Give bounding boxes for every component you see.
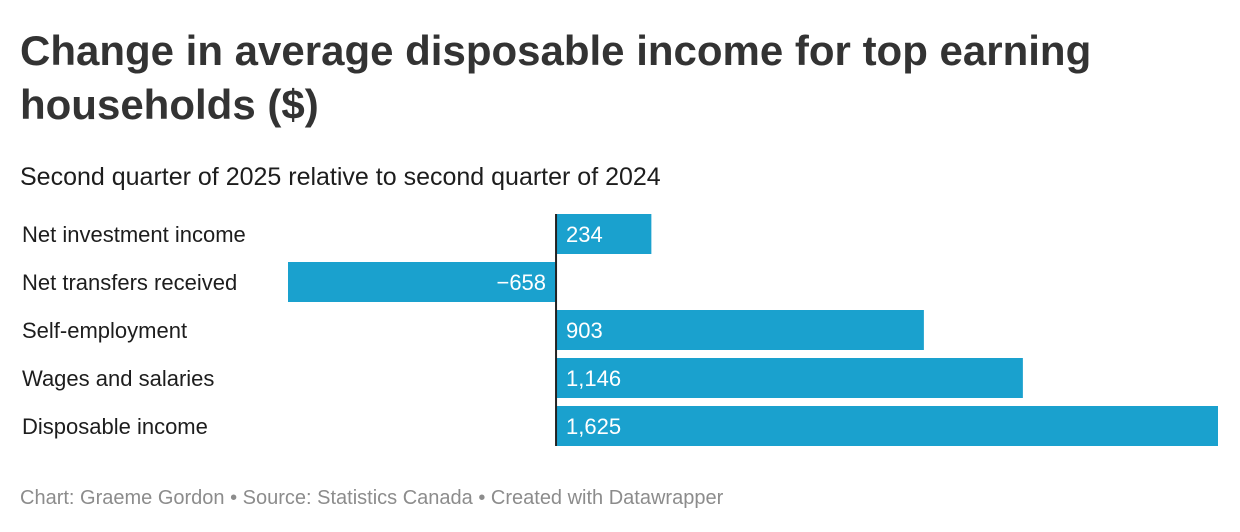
category-label: Net transfers received: [22, 270, 237, 295]
value-label: 1,146: [566, 366, 621, 391]
value-label: 234: [566, 222, 603, 247]
value-label: 1,625: [566, 414, 621, 439]
category-label: Disposable income: [22, 414, 208, 439]
chart-subtitle: Second quarter of 2025 relative to secon…: [20, 163, 661, 191]
chart-title: Change in average disposable income for …: [20, 27, 1092, 128]
datawrapper-credit: Created with Datawrapper: [490, 487, 724, 509]
category-label: Wages and salaries: [22, 366, 214, 391]
category-label: Self-employment: [22, 318, 187, 343]
chart-footer: Chart: Graeme Gordon • Source: Statistic…: [20, 484, 723, 512]
footer-separator: •: [472, 487, 491, 509]
bar: [556, 214, 652, 254]
chart-credit: Chart: Graeme Gordon: [20, 487, 225, 509]
bar: [556, 310, 924, 350]
bar: [288, 262, 557, 302]
bar: [556, 358, 1023, 398]
value-label: −658: [496, 270, 546, 295]
value-label: 903: [566, 318, 603, 343]
footer-separator: •: [224, 487, 243, 509]
category-label: Net investment income: [22, 222, 246, 247]
bar-chart: Net investment income 234 Net transfers re…: [22, 214, 1218, 446]
source-credit: Source: Statistics Canada: [242, 487, 473, 509]
bar: [556, 406, 1218, 446]
